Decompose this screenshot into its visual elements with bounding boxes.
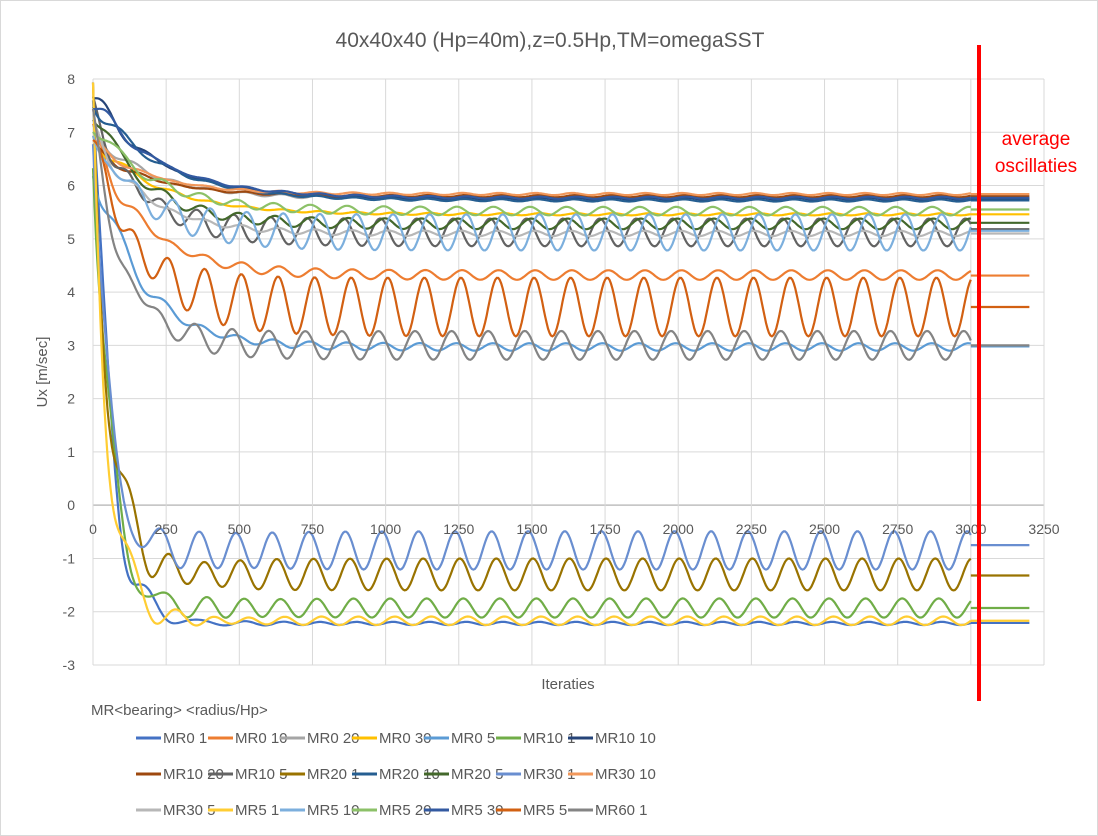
tick-labels: -3 -2 -1 0 1 2 3 4 5 6 7 8 0 250 500 750 1000 1250 1500 175… bbox=[63, 71, 1060, 673]
x-tick-label: 1750 bbox=[589, 521, 620, 537]
legend-item-mr60-1[interactable]: MR60 1 bbox=[568, 802, 648, 819]
x-tick-label: 250 bbox=[154, 521, 178, 537]
legend-item-mr30-1[interactable]: MR30 1 bbox=[496, 766, 576, 783]
gridlines bbox=[92, 78, 1045, 666]
legend-label: MR30 1 bbox=[523, 766, 576, 783]
legend-label: MR20 5 bbox=[451, 766, 504, 783]
y-tick-label: -2 bbox=[63, 604, 76, 620]
legend-label: MR10 1 bbox=[523, 730, 576, 747]
legend-label: MR0 1 bbox=[163, 730, 207, 747]
series-line-mr10-20 bbox=[92, 143, 971, 199]
y-tick-label: 8 bbox=[67, 71, 75, 87]
legend-label: MR5 1 bbox=[235, 802, 279, 819]
legend-label: MR0 5 bbox=[451, 730, 495, 747]
legend-item-mr5-20[interactable]: MR5 20 bbox=[352, 802, 432, 819]
legend-item-mr0-30[interactable]: MR0 30 bbox=[352, 730, 432, 747]
legend-item-mr20-1[interactable]: MR20 1 bbox=[280, 766, 360, 783]
x-tick-label: 2000 bbox=[663, 521, 694, 537]
legend-label: MR0 30 bbox=[379, 730, 432, 747]
legend-label: MR5 30 bbox=[451, 802, 504, 819]
legend-item-mr5-1[interactable]: MR5 1 bbox=[208, 802, 279, 819]
legend-title: MR<bearing> <radius/Hp> bbox=[91, 702, 268, 719]
legend-label: MR5 5 bbox=[523, 802, 567, 819]
legend-label: MR10 10 bbox=[595, 730, 656, 747]
series-lines bbox=[91, 82, 972, 627]
series-line-mr60-1 bbox=[91, 108, 972, 361]
series-line-mr30-1 bbox=[91, 144, 972, 571]
y-tick-label: 3 bbox=[67, 337, 75, 353]
series-line-mr0-30 bbox=[91, 135, 972, 217]
y-tick-label: 0 bbox=[67, 497, 75, 513]
legend-label: MR0 10 bbox=[235, 730, 288, 747]
y-tick-label: 4 bbox=[67, 284, 75, 300]
chart-title: 40x40x40 (Hp=40m),z=0.5Hp,TM=omegaSST bbox=[336, 29, 765, 52]
x-tick-label: 500 bbox=[228, 521, 252, 537]
legend-item-mr0-20[interactable]: MR0 20 bbox=[280, 730, 360, 747]
series-line-mr20-1 bbox=[91, 82, 972, 592]
legend-label: MR5 20 bbox=[379, 802, 432, 819]
series-line-mr5-5 bbox=[92, 139, 972, 338]
series-line-mr10-1 bbox=[91, 168, 972, 619]
y-tick-label: 2 bbox=[67, 391, 75, 407]
x-tick-label: 750 bbox=[301, 521, 325, 537]
series-line-mr5-10 bbox=[91, 135, 972, 252]
y-tick-label: -3 bbox=[63, 657, 76, 673]
legend-item-mr10-20[interactable]: MR10 20 bbox=[136, 766, 224, 783]
x-tick-label: 2250 bbox=[736, 521, 767, 537]
legend-item-mr0-1[interactable]: MR0 1 bbox=[136, 730, 207, 747]
legend-item-mr5-5[interactable]: MR5 5 bbox=[496, 802, 567, 819]
legend-item-mr10-10[interactable]: MR10 10 bbox=[568, 730, 656, 747]
x-tick-label: 3250 bbox=[1028, 521, 1059, 537]
legend-label: MR5 10 bbox=[307, 802, 360, 819]
y-axis-label: Ux [m/sec] bbox=[34, 337, 51, 408]
y-tick-label: 7 bbox=[67, 124, 75, 140]
series-line-mr0-10 bbox=[92, 123, 972, 281]
x-tick-label: 1500 bbox=[516, 521, 547, 537]
legend-item-mr20-10[interactable]: MR20 10 bbox=[352, 766, 440, 783]
y-tick-label: 5 bbox=[67, 231, 75, 247]
x-tick-label: 3000 bbox=[955, 521, 986, 537]
x-tick-label: 0 bbox=[89, 521, 97, 537]
legend-item-mr0-5[interactable]: MR0 5 bbox=[424, 730, 495, 747]
legend-item-mr30-5[interactable]: MR30 5 bbox=[136, 802, 216, 819]
x-tick-label: 1000 bbox=[370, 521, 401, 537]
legend-label: MR20 1 bbox=[307, 766, 360, 783]
annotation-line-2: oscillaties bbox=[995, 156, 1077, 177]
legend-item-mr30-10[interactable]: MR30 10 bbox=[568, 766, 656, 783]
legend-item-mr0-10[interactable]: MR0 10 bbox=[208, 730, 288, 747]
series-line-mr5-1 bbox=[91, 82, 972, 627]
y-tick-label: 1 bbox=[67, 444, 75, 460]
series-line-mr30-10 bbox=[92, 139, 971, 197]
legend-item-mr10-1[interactable]: MR10 1 bbox=[496, 730, 576, 747]
series-line-mr5-30 bbox=[92, 107, 972, 201]
legend-item-mr5-10[interactable]: MR5 10 bbox=[280, 802, 360, 819]
legend: MR0 1 MR0 10 MR0 20 MR0 30 MR0 5 MR10 1 MR10 1… bbox=[136, 730, 656, 819]
legend-label: MR30 10 bbox=[595, 766, 656, 783]
legend-item-mr10-5[interactable]: MR10 5 bbox=[208, 766, 288, 783]
y-tick-label: 6 bbox=[67, 178, 75, 194]
legend-item-mr20-5[interactable]: MR20 5 bbox=[424, 766, 504, 783]
annotation-line-1: average bbox=[1002, 129, 1071, 150]
legend-label: MR10 5 bbox=[235, 766, 288, 783]
legend-label: MR20 10 bbox=[379, 766, 440, 783]
series-line-mr20-5 bbox=[92, 119, 971, 231]
legend-label: MR30 5 bbox=[163, 802, 216, 819]
x-axis-label: Iteraties bbox=[541, 676, 594, 693]
legend-label: MR60 1 bbox=[595, 802, 648, 819]
series-line-mr5-20 bbox=[92, 131, 971, 217]
x-tick-label: 2500 bbox=[809, 521, 840, 537]
x-tick-label: 1250 bbox=[443, 521, 474, 537]
x-tick-label: 2750 bbox=[882, 521, 913, 537]
y-tick-label: -1 bbox=[63, 550, 76, 566]
legend-item-mr5-30[interactable]: MR5 30 bbox=[424, 802, 504, 819]
legend-label: MR10 20 bbox=[163, 766, 224, 783]
legend-label: MR0 20 bbox=[307, 730, 360, 747]
